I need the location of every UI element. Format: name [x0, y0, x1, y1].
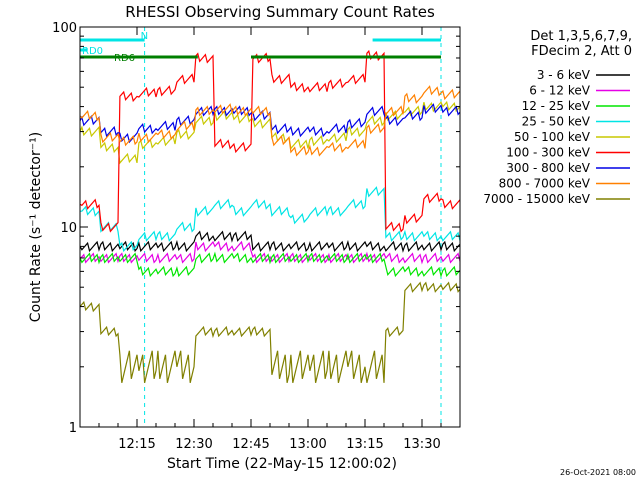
- legend-label-0: 3 - 6 keV: [537, 68, 591, 82]
- x-tick-label-5: 13:30: [403, 437, 440, 452]
- x-tick-label-3: 13:00: [289, 437, 326, 452]
- x-tick-label-2: 12:45: [232, 437, 269, 452]
- legend-label-6: 300 - 800 keV: [506, 161, 590, 175]
- annotation-label-n: N: [141, 31, 148, 42]
- series-line-1: [79, 240, 461, 265]
- legend-label-4: 50 - 100 keV: [514, 130, 591, 144]
- chart-title: RHESSI Observing Summary Count Rates: [125, 3, 435, 21]
- legend-label-3: 25 - 50 keV: [522, 115, 591, 129]
- series-line-3: [79, 186, 461, 253]
- series-line-7: [79, 85, 461, 157]
- axes: 12:15 12:30 12:45 13:00 13:15 13:30 1 10 100: [52, 21, 461, 452]
- x-tick-label-4: 13:15: [346, 437, 383, 452]
- x-axis-label: Start Time (22-May-15 12:00:02): [167, 456, 397, 472]
- footer-timestamp: 26-Oct-2021 08:00: [560, 468, 636, 477]
- legend-header-line-1: Det 1,3,5,6,7,9,: [530, 29, 632, 44]
- legend-label-1: 6 - 12 keV: [529, 84, 591, 98]
- series-line-2: [79, 251, 461, 278]
- legend-label-8: 7000 - 15000 keV: [483, 192, 590, 206]
- legend-label-7: 800 - 7000 keV: [499, 177, 591, 191]
- series-line-5: [79, 49, 461, 233]
- x-tick-label-0: 12:15: [118, 437, 155, 452]
- legend: Det 1,3,5,6,7,9, FDecim 2, Att 0 3 - 6 k…: [483, 29, 632, 206]
- x-tick-label-1: 12:30: [175, 437, 212, 452]
- legend-label-5: 100 - 300 keV: [506, 146, 590, 160]
- annotation-label-rd6: RD6: [114, 53, 135, 64]
- y-tick-label-1: 10: [60, 221, 77, 236]
- legend-header-line-2: FDecim 2, Att 0: [531, 44, 632, 59]
- y-tick-label-0: 1: [69, 421, 77, 436]
- series-line-8: [79, 281, 461, 383]
- y-axis-label: Count Rate (s⁻¹ detector⁻¹): [28, 132, 44, 322]
- legend-label-2: 12 - 25 keV: [522, 99, 591, 113]
- series-line-0: [79, 230, 461, 253]
- y-tick-label-2: 100: [52, 21, 77, 36]
- annotation-label-rd0: RD0: [82, 46, 103, 57]
- plot-content: N RD0 RD6: [79, 27, 461, 427]
